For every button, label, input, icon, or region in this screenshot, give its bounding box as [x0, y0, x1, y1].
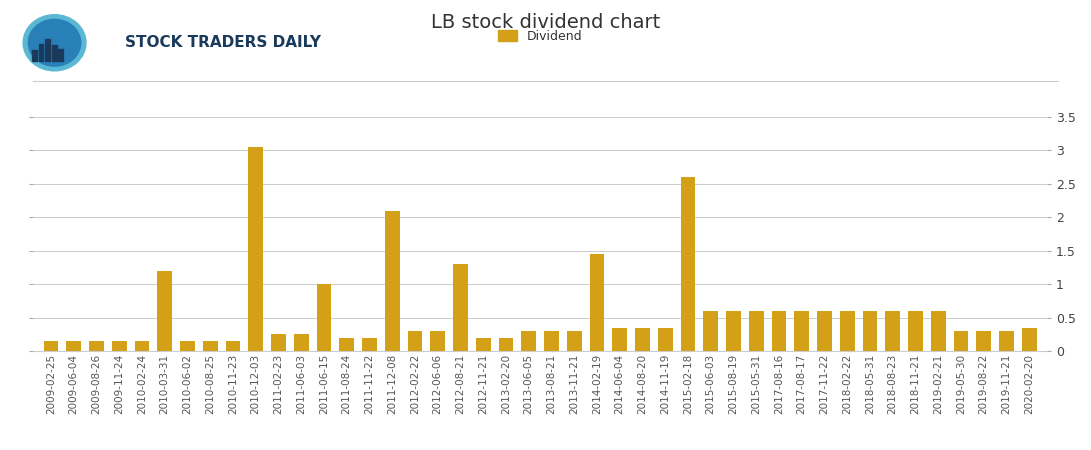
Bar	[658, 328, 672, 351]
Bar	[635, 328, 650, 351]
Bar	[885, 311, 900, 351]
Bar	[748, 311, 764, 351]
Bar	[408, 331, 422, 351]
Bar	[817, 311, 831, 351]
Bar	[976, 331, 991, 351]
Bar	[39, 44, 44, 62]
Bar	[931, 311, 946, 351]
Bar	[89, 341, 104, 351]
Bar	[111, 341, 127, 351]
Bar	[44, 341, 58, 351]
Bar	[339, 338, 355, 351]
Bar	[794, 311, 810, 351]
Bar	[476, 338, 491, 351]
Circle shape	[23, 15, 86, 71]
Bar	[771, 311, 787, 351]
Bar	[271, 334, 286, 351]
Bar	[521, 331, 536, 351]
Bar	[499, 338, 513, 351]
Bar	[453, 264, 468, 351]
Bar	[180, 341, 195, 351]
Bar	[33, 50, 37, 62]
Bar	[726, 311, 741, 351]
Bar	[157, 271, 172, 351]
Bar	[589, 254, 604, 351]
Bar	[67, 341, 81, 351]
Bar	[999, 331, 1014, 351]
Bar	[840, 311, 854, 351]
Bar	[544, 331, 559, 351]
Bar	[908, 311, 923, 351]
Bar	[316, 284, 332, 351]
Bar	[52, 45, 57, 62]
Legend: Dividend: Dividend	[493, 25, 587, 48]
Bar	[59, 49, 63, 62]
Circle shape	[28, 19, 81, 66]
Bar	[362, 338, 376, 351]
Bar	[954, 331, 969, 351]
Bar	[203, 341, 217, 351]
Bar	[681, 177, 695, 351]
Bar	[1022, 328, 1036, 351]
Bar	[863, 311, 877, 351]
Bar	[226, 341, 240, 351]
Bar	[612, 328, 627, 351]
Text: LB stock dividend chart: LB stock dividend chart	[431, 14, 660, 32]
Bar	[134, 341, 149, 351]
Bar	[704, 311, 718, 351]
Bar	[249, 147, 263, 351]
Text: STOCK TRADERS DAILY: STOCK TRADERS DAILY	[125, 35, 322, 50]
Bar	[385, 211, 399, 351]
Bar	[46, 39, 50, 62]
Bar	[293, 334, 309, 351]
Bar	[430, 331, 445, 351]
Bar	[567, 331, 582, 351]
